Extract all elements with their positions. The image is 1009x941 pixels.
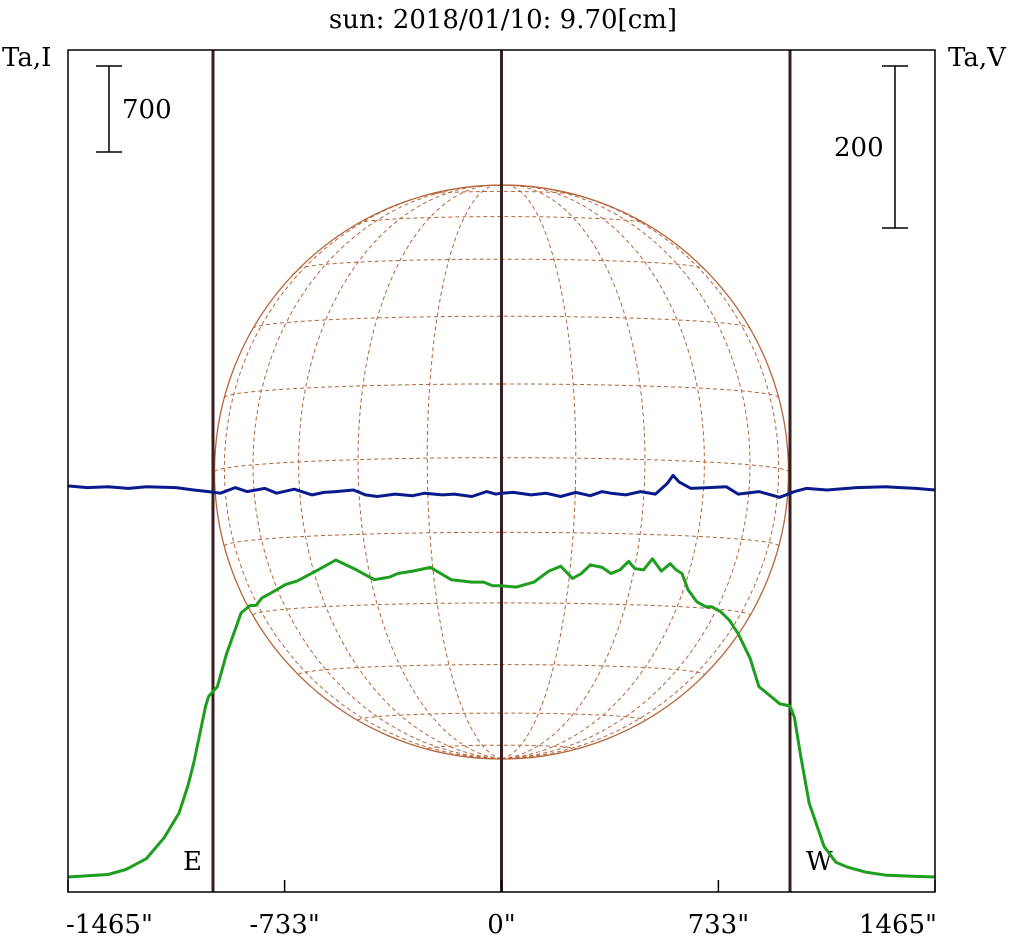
meridian-line [357,184,502,760]
right-axis-label: Ta,V [948,43,1007,73]
parallel-line [357,216,646,225]
axes: -1465" -733" 0" 733" 1465" [66,49,937,940]
data-series [67,473,936,879]
polarization-series-line [67,473,936,499]
right-scale-bar-label: 200 [834,133,884,163]
x-tick-label: 0" [487,910,516,940]
chart-title: sun: 2018/01/10: 9.70[cm] [329,5,677,35]
x-tick-label: 733" [688,910,750,940]
parallel-line [223,383,780,399]
meridian-line [252,184,502,760]
meridian-line [501,184,780,760]
left-scale-bar-label: 700 [122,95,172,125]
x-tick-label: -733" [249,910,319,940]
meridian-line [501,184,646,760]
left-axis-label: Ta,I [2,43,51,73]
parallel-line [223,531,780,547]
limb-marker-label: E [183,847,202,877]
parallel-line [357,712,646,721]
meridian-line [501,184,577,760]
meridian-line [501,184,751,760]
parallel-line [252,315,751,329]
intensity-series-line [67,557,936,879]
parallel-line [426,744,577,750]
x-tick-label: -1465" [66,910,153,940]
parallel-line [426,190,577,196]
meridian-line [426,184,502,760]
x-tick-label: 1465" [859,910,937,940]
meridian-line [223,184,502,760]
